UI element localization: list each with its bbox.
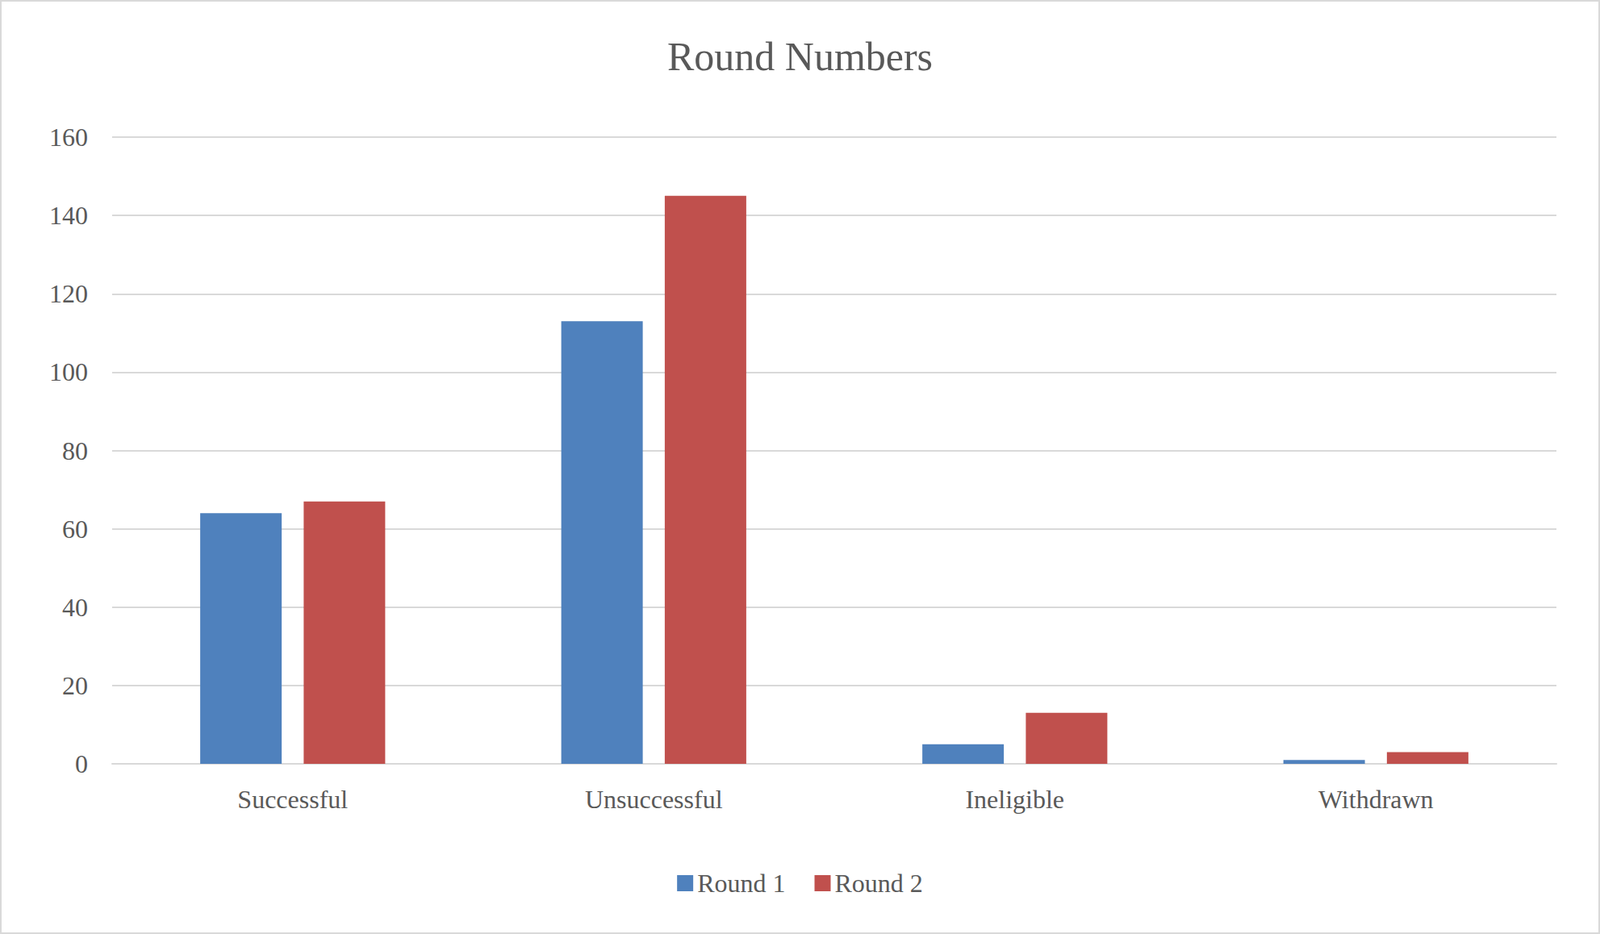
svg-text:Round 1: Round 1 (697, 868, 786, 899)
svg-text:Round Numbers: Round Numbers (667, 33, 933, 80)
svg-text:Successful: Successful (237, 785, 348, 815)
svg-text:120: 120 (49, 279, 88, 309)
svg-text:80: 80 (62, 436, 88, 466)
svg-text:Withdrawn: Withdrawn (1318, 785, 1434, 815)
svg-text:0: 0 (75, 749, 88, 779)
svg-text:Unsuccessful: Unsuccessful (584, 785, 723, 815)
svg-text:60: 60 (62, 514, 88, 544)
svg-text:40: 40 (62, 593, 88, 623)
svg-text:160: 160 (49, 122, 88, 152)
svg-text:Ineligible: Ineligible (965, 785, 1065, 815)
svg-text:Round 2: Round 2 (835, 868, 924, 899)
svg-text:20: 20 (62, 671, 88, 701)
svg-text:100: 100 (49, 357, 88, 387)
svg-text:140: 140 (49, 200, 88, 230)
